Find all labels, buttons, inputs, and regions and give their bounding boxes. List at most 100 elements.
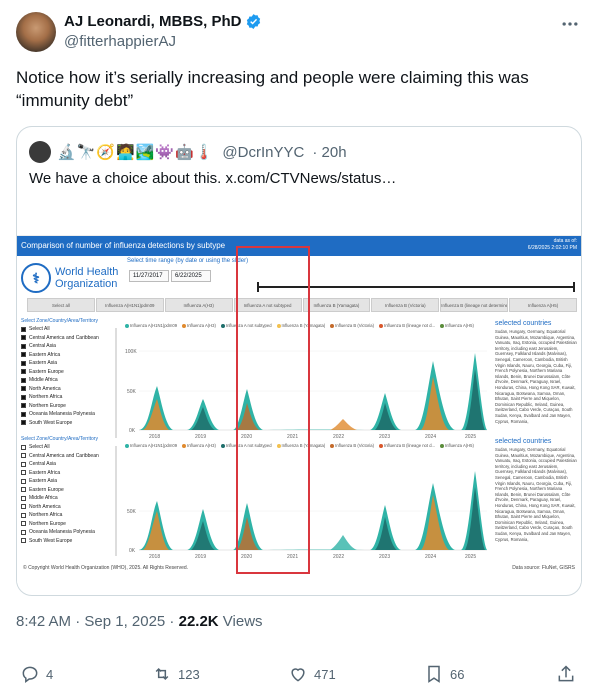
region-label: North America bbox=[29, 385, 61, 392]
legend-item: Influenza A not subtyped bbox=[225, 323, 272, 328]
chart2-legend: Influenza A(H1N1)pdm09 Influenza A(H3) I… bbox=[125, 443, 485, 448]
x-tick: 2023 bbox=[379, 434, 390, 440]
bookmark-button[interactable]: 66 bbox=[424, 664, 464, 684]
season-peak bbox=[330, 419, 357, 430]
tab-h1n1: Influenza A(H1N1)pdm09 bbox=[95, 298, 164, 312]
filter-scrollbar bbox=[115, 446, 117, 556]
legend-item: Influenza A(H5) bbox=[445, 323, 474, 328]
legend-item: Influenza B (Yamagata) bbox=[281, 443, 326, 448]
region-label: Eastern Europe bbox=[29, 368, 64, 375]
legend-item: Influenza A(H5) bbox=[445, 443, 474, 448]
quoted-tweet-time[interactable]: · 20h bbox=[312, 143, 347, 161]
repost-icon bbox=[155, 667, 169, 681]
season-peak bbox=[191, 521, 215, 550]
highlight-box bbox=[236, 246, 310, 574]
x-tick: 2025 bbox=[465, 434, 476, 440]
tweet-timestamp[interactable]: 8:42 AM · Sep 1, 2025 · bbox=[16, 613, 179, 630]
slider-handle-start bbox=[257, 282, 259, 292]
author-info: AJ Leonardi, MBBS, PhD @fitterhappierAJ bbox=[64, 13, 262, 50]
chart1-legend: Influenza A(H1N1)pdm09 Influenza A(H3) I… bbox=[125, 323, 485, 328]
x-tick: 2019 bbox=[195, 554, 206, 560]
like-button[interactable]: 471 bbox=[288, 664, 336, 684]
x-tick: 2022 bbox=[333, 434, 344, 440]
tab-h5: Influenza A(H5) bbox=[509, 298, 577, 312]
quoted-author-handle[interactable]: @DcrInYYC bbox=[222, 143, 305, 161]
region-checkbox bbox=[21, 394, 26, 400]
region-label: Select All bbox=[29, 326, 50, 332]
region-checkbox bbox=[21, 411, 26, 417]
region-label: Northern Europe bbox=[29, 520, 66, 527]
slider-handle-end bbox=[573, 282, 575, 292]
date-from-input: 11/27/2017 bbox=[129, 270, 169, 282]
who-logo: ⚕ World Health Organization bbox=[21, 260, 131, 296]
author-avatar[interactable] bbox=[16, 12, 56, 52]
views-label: Views bbox=[218, 613, 263, 630]
region-label: Central America and Caribbean bbox=[29, 452, 99, 459]
author-handle[interactable]: @fitterhappierAJ bbox=[64, 33, 176, 50]
region-label: North America bbox=[29, 503, 61, 510]
x-tick: 2025 bbox=[465, 554, 476, 560]
legend-item: Influenza B (Victoria) bbox=[335, 443, 375, 448]
y-tick: 0K bbox=[129, 548, 136, 554]
bookmark-count: 66 bbox=[450, 666, 465, 682]
selected-countries-list: Sudan, Hungary, Germany, Equatorial Guin… bbox=[495, 447, 577, 542]
x-tick: 2021 bbox=[287, 554, 298, 560]
legend-item: Influenza B (lineage not d... bbox=[384, 443, 436, 448]
reply-button[interactable]: 4 bbox=[20, 664, 53, 684]
views-count: 22.2K bbox=[178, 613, 219, 630]
data-as-of-value: 6/28/2025 2:02:10 PM bbox=[527, 245, 577, 251]
tab-select-all: Select all bbox=[27, 298, 95, 312]
region-checkbox bbox=[21, 461, 26, 467]
filter-scrollbar bbox=[115, 328, 117, 438]
quoted-author-avatar[interactable] bbox=[29, 141, 51, 163]
legend-item: Influenza A(H1N1)pdm09 bbox=[130, 323, 178, 328]
region-label: Eastern Europe bbox=[29, 486, 64, 493]
quoted-author-emoji-name[interactable]: 🔬🔭🧭🧑‍💻🏞️👾🤖🌡️ bbox=[57, 144, 215, 161]
x-tick: 2019 bbox=[195, 434, 206, 440]
share-button[interactable] bbox=[556, 664, 576, 684]
season-peak bbox=[143, 511, 169, 550]
region-label: South West Europe bbox=[29, 419, 73, 426]
dashboard-title: Comparison of number of influenza detect… bbox=[21, 241, 226, 250]
more-icon[interactable] bbox=[560, 14, 580, 34]
region-label: Eastern Africa bbox=[29, 469, 61, 476]
x-tick: 2022 bbox=[333, 554, 344, 560]
selected-countries-title: selected countries bbox=[495, 438, 552, 445]
action-bar: 4 123 471 66 bbox=[0, 656, 598, 696]
season-peak bbox=[465, 487, 485, 550]
region-checkbox bbox=[21, 521, 26, 527]
region-checkbox bbox=[21, 352, 26, 358]
who-dashboard-image[interactable]: Comparison of number of influenza detect… bbox=[17, 235, 581, 583]
region-label: Middle Africa bbox=[29, 377, 58, 383]
quoted-tweet-text: We have a choice about this. x.com/CTVNe… bbox=[29, 170, 397, 187]
region-checkbox bbox=[21, 453, 26, 459]
region-label: Northern Africa bbox=[29, 512, 63, 518]
subtype-tabs: Select all Influenza A(H1N1)pdm09 Influe… bbox=[27, 298, 577, 312]
quoted-tweet-header: 🔬🔭🧭🧑‍💻🏞️👾🤖🌡️ @DcrInYYC · 20h bbox=[29, 141, 347, 163]
region-checkbox bbox=[21, 369, 26, 375]
region-filter-title: Select Zone/Country/Area/Territory bbox=[21, 318, 98, 324]
share-icon bbox=[558, 665, 574, 682]
legend-item: Influenza A(H3) bbox=[187, 323, 216, 328]
region-checkbox bbox=[21, 360, 26, 366]
x-tick: 2020 bbox=[241, 434, 252, 440]
tab-a-not-subtyped: Influenza A not subtyped bbox=[233, 298, 302, 312]
influenza-chart-2: 50K 0K 2018 2019 2020 2021 2022 2023 202… bbox=[127, 471, 487, 560]
region-filter-title: Select Zone/Country/Area/Territory bbox=[21, 436, 98, 442]
tab-h3: Influenza A(H3) bbox=[164, 298, 233, 312]
season-peak bbox=[375, 403, 397, 430]
repost-count: 123 bbox=[178, 666, 200, 682]
date-slider bbox=[257, 286, 575, 288]
region-checkbox bbox=[21, 529, 26, 535]
region-checkbox bbox=[21, 538, 26, 544]
quoted-tweet[interactable]: 🔬🔭🧭🧑‍💻🏞️👾🤖🌡️ @DcrInYYC · 20h We have a c… bbox=[16, 126, 582, 596]
x-tick: 2018 bbox=[149, 554, 160, 560]
author-display-name[interactable]: AJ Leonardi, MBBS, PhD bbox=[64, 13, 262, 30]
reply-count: 4 bbox=[46, 666, 54, 682]
repost-button[interactable]: 123 bbox=[152, 664, 200, 684]
influenza-chart-1: 100K 50K 0K 2018 2019 2020 2021 2022 202… bbox=[125, 349, 487, 440]
who-emblem-icon: ⚕ bbox=[21, 263, 51, 293]
region-checkbox bbox=[21, 326, 26, 332]
season-peak bbox=[237, 403, 259, 430]
author-display-name-text[interactable]: AJ Leonardi, MBBS, PhD bbox=[64, 13, 242, 30]
